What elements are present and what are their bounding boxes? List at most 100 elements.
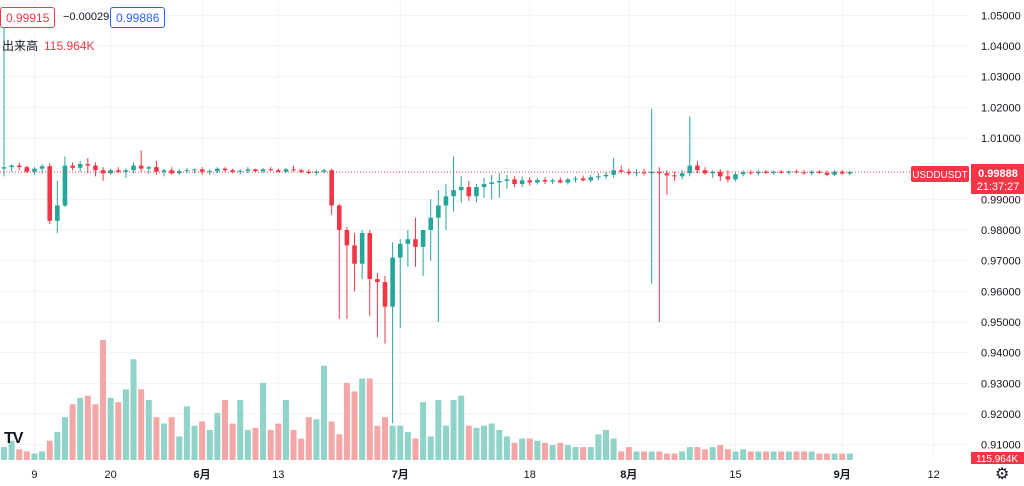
volume-bar [823, 453, 830, 460]
volume-bar [625, 447, 632, 460]
volume-bar [618, 451, 625, 460]
volume-bar [275, 423, 282, 460]
candle-body [778, 171, 784, 173]
volume-bar [130, 359, 137, 460]
volume-bar [503, 436, 510, 460]
volume-bar [359, 378, 366, 460]
candle-body [641, 172, 647, 174]
buy-price-box[interactable]: 0.99886 [110, 7, 166, 28]
candle-body [710, 171, 715, 174]
candle-body [695, 165, 700, 171]
sell-price-box[interactable]: 0.99915 [0, 7, 56, 28]
volume-bar [336, 434, 343, 460]
candle-body [359, 233, 365, 264]
volume-bar [252, 427, 259, 460]
volume-bar [54, 432, 61, 460]
candle-body [47, 166, 53, 221]
volume-label: 出来高 [2, 39, 39, 53]
volume-bar [549, 445, 556, 460]
price-tick-label: 1.04000 [981, 41, 1021, 53]
volume-bar [366, 378, 373, 460]
volume-bar [442, 425, 449, 460]
volume-tag-label: 115.964K [976, 454, 1018, 465]
volume-bar [473, 427, 480, 460]
candle-body [146, 167, 152, 169]
candle-body [443, 196, 449, 206]
gear-icon[interactable]: ⚙ [995, 466, 1010, 483]
candle-body [725, 176, 731, 180]
volume-bar [686, 447, 693, 460]
volume-bar [717, 445, 724, 460]
volume-bar [663, 453, 670, 460]
volume-bar [23, 451, 30, 460]
candle-body [756, 171, 761, 174]
candle-body [352, 245, 357, 264]
candle-body [161, 170, 167, 172]
candle-body [771, 171, 776, 173]
candle-body [573, 178, 578, 180]
candle-body [474, 187, 479, 197]
volume-bar [526, 438, 533, 460]
volume-bars [1, 340, 853, 460]
time-tick-label: 18 [524, 469, 536, 481]
candle-body [237, 170, 243, 172]
candle-body [489, 182, 494, 184]
time-tick-label: 6月 [194, 468, 211, 481]
volume-bar [290, 430, 297, 460]
volume-bar [488, 423, 495, 460]
volume-bar [84, 395, 91, 460]
volume-bar [534, 440, 541, 460]
volume-bar [595, 434, 602, 460]
candle-body [138, 165, 144, 169]
candle-body [626, 171, 632, 174]
symbol-label: USDDUSDT [912, 170, 968, 181]
candle-body [717, 171, 723, 177]
candle-body [740, 172, 746, 175]
candle-body [847, 172, 853, 174]
tradingview-logo-icon[interactable]: TV [4, 430, 23, 447]
candle-body [657, 171, 662, 174]
candle-body [176, 171, 182, 174]
candle-body [390, 257, 395, 307]
candle-body [634, 172, 639, 174]
volume-bar [610, 438, 617, 460]
volume-bar [542, 442, 549, 460]
volume-legend[interactable]: 出来高 115.964K [2, 37, 95, 54]
volume-bar [755, 451, 762, 460]
candle-body [245, 169, 251, 171]
candle-body [687, 165, 693, 174]
volume-bar [168, 417, 175, 460]
volume-bar [321, 365, 328, 460]
price-tick-label: 1.03000 [981, 72, 1021, 84]
candle-body [413, 239, 418, 247]
volume-bar [115, 402, 122, 460]
volume-bar [709, 447, 716, 460]
chart-grid [0, 0, 968, 460]
time-tick-label: 13 [272, 469, 284, 481]
volume-bar [778, 451, 785, 460]
candle-body [596, 176, 601, 178]
price-tick-label: 0.91000 [981, 440, 1021, 452]
volume-bar [465, 425, 472, 460]
volume-bar [122, 389, 129, 460]
volume-bar [732, 451, 739, 460]
volume-bar [351, 391, 358, 460]
volume-bar [671, 453, 678, 460]
volume-bar [816, 453, 823, 460]
candle-body [535, 180, 540, 183]
volume-bar [679, 451, 686, 460]
volume-bar [183, 406, 190, 460]
volume-bar [389, 425, 396, 460]
volume-bar [138, 389, 145, 460]
price-tick-label: 0.93000 [981, 378, 1021, 390]
candle-body [542, 180, 548, 182]
volume-bar [450, 400, 457, 460]
volume-bar [267, 430, 274, 460]
candle-body [794, 171, 799, 173]
volume-bar [602, 430, 609, 460]
candle-body [1, 167, 7, 169]
candle-body [801, 172, 807, 174]
volume-bar [77, 397, 84, 460]
volume-bar [61, 417, 68, 460]
